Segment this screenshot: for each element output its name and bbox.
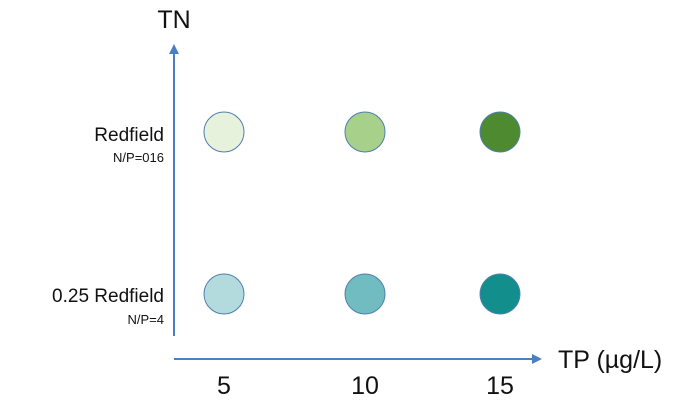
x-tick-label-10: 10: [351, 372, 379, 400]
y-level-label-redfield: Redfield: [94, 125, 164, 146]
treatment-circle-r0-c1: [344, 111, 386, 153]
x-axis-title: TP (µg/L): [558, 346, 662, 374]
treatment-circle-r1-c0: [203, 273, 245, 315]
y-level-sublabel-quarter-redfield: N/P=4: [128, 312, 165, 327]
y-level-label-quarter-redfield: 0.25 Redfield: [52, 286, 164, 307]
treatment-circle-r0-c0: [203, 111, 245, 153]
y-level-sublabel-redfield: N/P=016: [113, 150, 164, 165]
y-axis-title: TN: [157, 6, 190, 34]
treatment-circle-r0-c2: [479, 111, 521, 153]
treatment-circles: [203, 111, 521, 315]
treatment-circle-r1-c2: [479, 273, 521, 315]
x-tick-label-5: 5: [217, 372, 231, 400]
treatment-circle-r1-c1: [344, 273, 386, 315]
x-tick-label-15: 15: [486, 372, 514, 400]
